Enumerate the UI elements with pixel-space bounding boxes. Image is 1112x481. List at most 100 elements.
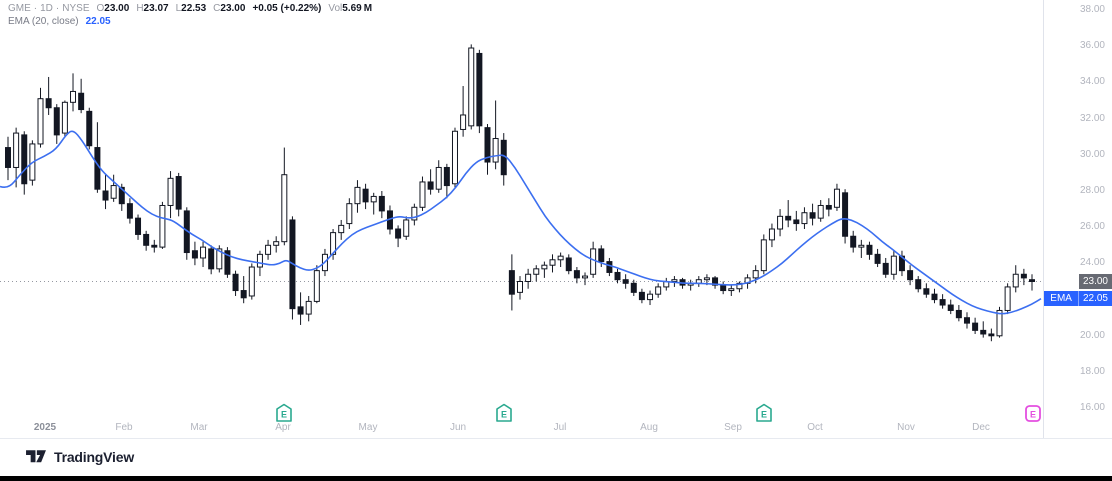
candle (265, 239, 272, 260)
candle (5, 136, 11, 181)
time-label-month: Sep (724, 422, 742, 433)
candle (915, 276, 922, 293)
candle (297, 292, 304, 325)
time-label-month: Feb (115, 422, 133, 433)
earnings-marker-icon[interactable]: E (276, 403, 293, 428)
candle (874, 248, 881, 268)
candle (240, 276, 247, 304)
svg-text:E: E (281, 410, 287, 420)
candle (451, 127, 458, 188)
candle (395, 225, 402, 248)
ema-value-badge: EMA 22.05 (1044, 291, 1112, 307)
candle (825, 198, 832, 217)
price-tick-label: 24.00 (1079, 257, 1105, 269)
candle (191, 241, 198, 266)
ema-badge-label: EMA (1044, 291, 1079, 307)
candle (370, 192, 377, 215)
indicator-legend-row[interactable]: EMA (20, close) 22.05 (8, 15, 372, 28)
price-tick-label: 26.00 (1079, 221, 1105, 233)
candle (695, 276, 702, 287)
candle (655, 283, 662, 298)
candle (346, 198, 353, 230)
candle (78, 78, 85, 114)
time-label-month: Aug (640, 422, 658, 433)
chart-pane[interactable]: GME · 1D · NYSE O23.00 H23.07 L22.53 C23.00 +0.05… (0, 0, 1043, 438)
time-axis[interactable]: 2025 Feb Mar Apr May Jun Jul Aug Sep Oct Nov Dec E E E… (0, 403, 1112, 438)
svg-text:E: E (1030, 410, 1036, 420)
separator-dot: · (33, 3, 38, 14)
candle (21, 131, 28, 195)
candle (614, 268, 621, 284)
candle (647, 290, 654, 306)
time-label-month: Jul (553, 422, 567, 433)
candle (273, 236, 280, 253)
tradingview-logo-text: TradingView (54, 448, 135, 465)
candle (728, 285, 735, 296)
svg-text:E: E (501, 410, 507, 420)
candle (809, 203, 816, 226)
candle (939, 294, 946, 309)
candle (70, 73, 77, 112)
candle (86, 107, 93, 150)
candle (549, 254, 556, 273)
candle (338, 219, 345, 240)
symbol-legend-row[interactable]: GME · 1D · NYSE O23.00 H23.07 L22.53 C23.00 +0.05… (8, 2, 372, 15)
candle (110, 174, 117, 202)
candle (484, 124, 491, 175)
earnings-marker-icon[interactable]: E (1025, 403, 1042, 428)
price-tick-label: 16.00 (1079, 402, 1105, 414)
axis-separator-line (0, 438, 1112, 439)
candle (289, 216, 296, 320)
candle (102, 174, 109, 210)
candle (354, 180, 361, 213)
volume-value: 5.69 M (342, 3, 373, 14)
price-tick-label: 30.00 (1079, 148, 1105, 160)
candle (411, 203, 418, 226)
ema-line (0, 130, 1042, 315)
tradingview-logo-icon (26, 450, 46, 463)
earnings-marker-icon[interactable]: E (756, 403, 773, 428)
current-price-badge: 23.00 (1078, 274, 1112, 289)
candle (460, 86, 467, 137)
separator-dot: · (55, 3, 60, 14)
candle (890, 250, 897, 280)
candle (362, 183, 369, 210)
candle (801, 207, 808, 230)
svg-text:E: E (761, 410, 767, 420)
candle (1012, 265, 1019, 293)
price-axis[interactable]: 38.00 36.00 34.00 32.00 30.00 28.00 26.00 24.00… (1043, 0, 1112, 438)
candle (671, 276, 678, 287)
candle (947, 299, 954, 315)
candle (720, 281, 727, 295)
candle (61, 100, 68, 137)
candle (963, 312, 970, 329)
candle (232, 270, 239, 296)
time-label-month: Nov (897, 422, 915, 433)
candle (858, 239, 865, 258)
candle (638, 288, 645, 304)
close-label: C (213, 3, 221, 14)
price-tick-label: 32.00 (1079, 112, 1105, 124)
candle (135, 214, 142, 240)
indicator-value: 22.05 (85, 16, 111, 27)
earnings-marker-icon[interactable]: E (496, 403, 513, 428)
candle (53, 104, 60, 144)
candle (224, 247, 231, 278)
candle (842, 189, 849, 244)
candle (622, 274, 629, 289)
candle (94, 122, 101, 193)
volume-label: Vol (328, 3, 343, 14)
candle (37, 87, 44, 148)
candle (980, 321, 987, 338)
ema-badge-value: 22.05 (1082, 293, 1108, 305)
tradingview-logo[interactable]: TradingView (25, 448, 134, 465)
candle (817, 200, 824, 222)
candle (216, 245, 223, 273)
candle (305, 295, 312, 322)
candle (208, 245, 215, 275)
candle (988, 328, 995, 342)
candle (898, 250, 905, 277)
candle (785, 200, 792, 228)
bottom-black-bar (0, 476, 1112, 481)
